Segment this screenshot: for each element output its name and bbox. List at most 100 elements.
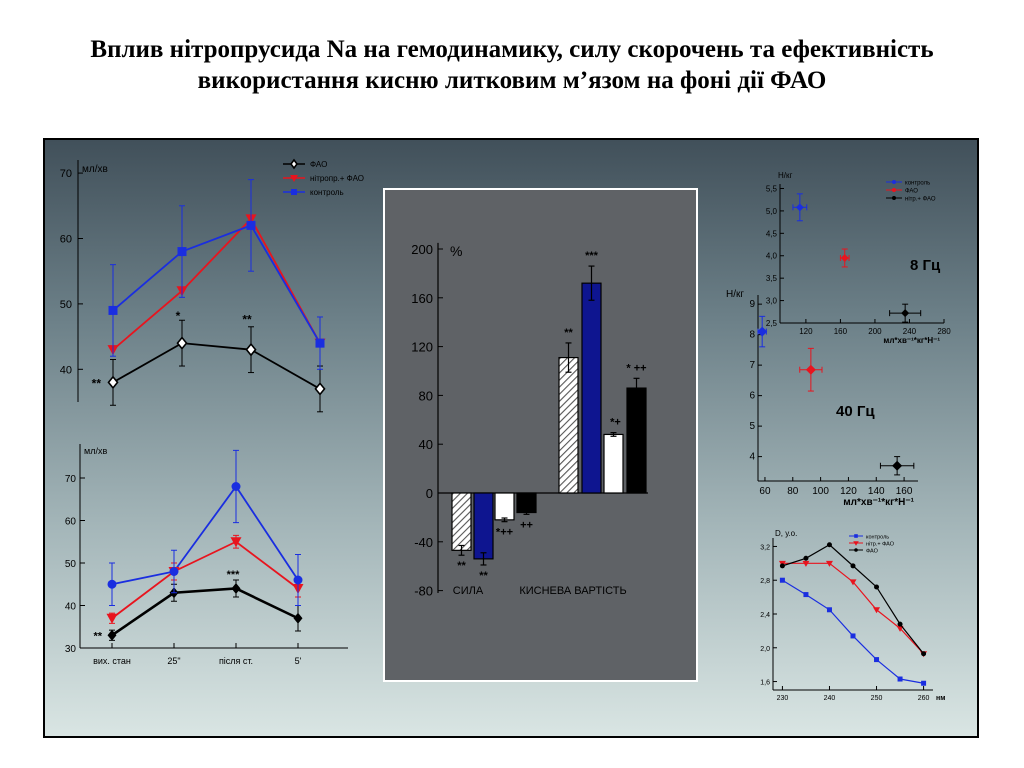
data-point <box>802 560 810 567</box>
data-point <box>805 364 816 375</box>
y-tick-label: 0 <box>426 486 433 501</box>
data-point <box>245 342 257 357</box>
bar-chart-background <box>383 188 698 682</box>
x-tick-label: 5' <box>295 656 302 666</box>
y-tick-label: 4 <box>749 452 755 463</box>
significance-mark: *+ <box>610 417 621 429</box>
x-tick-label: 80 <box>787 486 799 497</box>
y-tick-label: 40 <box>60 364 72 376</box>
y-axis-label: Н/кг <box>778 171 793 180</box>
legend-label: контроль <box>310 188 344 197</box>
slide-title: Вплив нітропрусида Na на гемодинамику, с… <box>90 36 934 94</box>
y-tick-label: 120 <box>411 340 433 355</box>
x-tick-label: 200 <box>868 327 882 336</box>
data-point <box>795 203 804 212</box>
y-tick-label: 40 <box>419 437 433 452</box>
frequency-label: 40 Гц <box>836 403 875 420</box>
x-axis-label: мл*хв⁻¹*кг*Н⁻¹ <box>883 336 940 345</box>
data-point <box>921 651 927 657</box>
legend-marker <box>854 548 858 552</box>
x-tick-label: 280 <box>937 327 951 336</box>
bar <box>558 356 579 494</box>
data-point <box>231 482 241 491</box>
data-point <box>803 555 809 561</box>
y-tick-label: 8 <box>749 330 755 341</box>
data-point <box>873 607 881 614</box>
bar <box>473 492 494 560</box>
significance-mark: * <box>176 309 181 323</box>
y-axis-label: Н/кг <box>726 289 744 300</box>
x-tick-label: 240 <box>903 327 917 336</box>
data-point <box>176 336 188 350</box>
legend-label: нітр.+ ФАО <box>866 542 895 548</box>
data-point <box>107 629 117 641</box>
group-label: СИЛА <box>453 585 484 597</box>
legend-label: ФАО <box>310 160 327 169</box>
x-tick-label: 100 <box>812 486 829 497</box>
legend-marker <box>892 196 896 200</box>
y-tick-label: 2,5 <box>766 319 778 328</box>
y-tick-label: 60 <box>60 233 72 245</box>
y-tick-label: 7 <box>749 360 755 371</box>
data-point <box>826 542 832 548</box>
x-tick-label: 260 <box>918 695 930 702</box>
y-tick-label: 200 <box>411 242 433 257</box>
y-tick-label: -80 <box>414 584 433 599</box>
data-point <box>246 220 256 230</box>
y-tick-label: 4,5 <box>766 229 778 238</box>
data-point <box>757 326 768 337</box>
bar <box>451 492 472 551</box>
x-axis-label: мл*хв⁻¹*кг*Н⁻¹ <box>843 497 914 508</box>
legend-marker <box>291 189 297 195</box>
significance-mark: ** <box>242 313 252 327</box>
y-tick-label: -40 <box>414 535 433 550</box>
significance-mark: ** <box>92 376 102 390</box>
y-tick-label: 5,0 <box>766 207 778 216</box>
legend-marker <box>853 541 859 546</box>
data-point <box>107 375 119 390</box>
data-point <box>803 592 809 598</box>
legend-marker <box>892 180 896 184</box>
significance-mark: *** <box>585 250 599 262</box>
bar <box>626 387 647 494</box>
y-tick-label: 5 <box>749 421 755 432</box>
x-tick-label: 250 <box>871 695 883 702</box>
data-point <box>897 621 903 627</box>
data-point <box>850 633 856 639</box>
x-tick-label: 60 <box>759 486 771 497</box>
significance-mark: ++ <box>520 519 533 531</box>
legend-label: контроль <box>905 181 930 187</box>
y-tick-label: 9 <box>749 299 755 310</box>
x-tick-label: 160 <box>834 327 848 336</box>
legend-label: нітропр.+ ФАО <box>310 174 364 183</box>
y-tick-label: 2,0 <box>760 646 770 653</box>
y-tick-label: 160 <box>411 291 433 306</box>
bar <box>494 492 515 521</box>
series-line <box>111 540 299 619</box>
x-tick-label: 140 <box>868 486 885 497</box>
chart-40hz-scatter: 4 5 6 7 8 9 60 80 100 120 140 160 Н/кг мл*хв⁻¹*кг*Н⁻¹… <box>726 289 918 508</box>
y-axis-label: % <box>450 243 462 259</box>
y-axis-label: мл/хв <box>82 164 108 175</box>
y-tick-label: 5,5 <box>766 184 778 193</box>
legend-marker <box>892 188 896 192</box>
y-tick-label: 60 <box>65 517 77 528</box>
legend-marker <box>854 534 858 538</box>
data-point <box>177 247 187 257</box>
legend-label: ФАО <box>905 189 918 195</box>
x-tick-label: 120 <box>840 486 857 497</box>
x-tick-label: після ст. <box>219 656 253 666</box>
y-tick-label: 40 <box>65 602 77 613</box>
y-tick-label: 50 <box>60 299 72 311</box>
y-tick-label: 2,8 <box>760 578 770 585</box>
data-point <box>293 575 303 585</box>
series-line <box>112 217 321 351</box>
data-point <box>901 309 910 318</box>
x-tick-label: 25" <box>167 656 180 666</box>
significance-mark: ** <box>457 560 466 572</box>
data-point <box>779 563 785 569</box>
data-point <box>107 579 117 589</box>
y-tick-label: 70 <box>60 168 72 180</box>
